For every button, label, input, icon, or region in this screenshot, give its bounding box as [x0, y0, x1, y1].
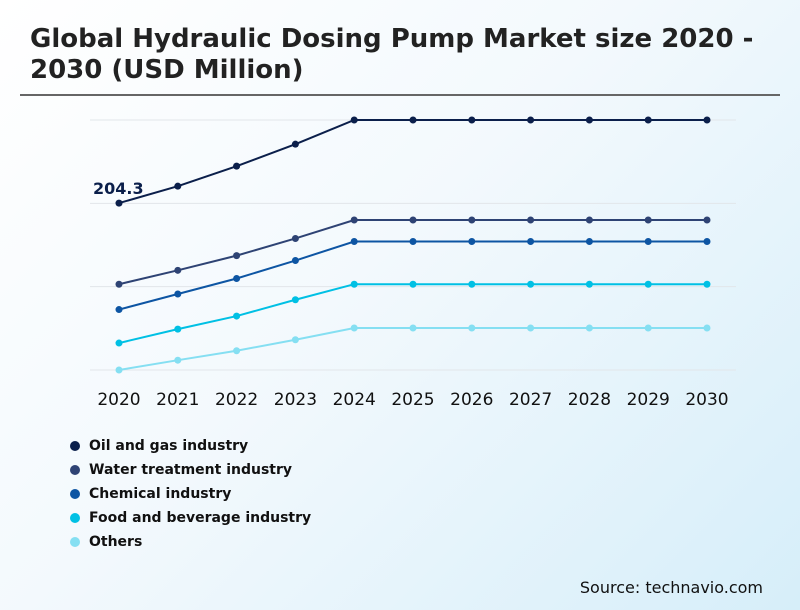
data-point: [703, 116, 711, 124]
data-point: [468, 237, 476, 245]
data-point: [409, 280, 417, 288]
data-point: [585, 324, 593, 332]
legend-label: Food and beverage industry: [89, 510, 312, 526]
data-point: [703, 237, 711, 245]
x-tick-label: 2028: [568, 390, 611, 410]
data-point: [350, 116, 358, 124]
series-line: [118, 283, 707, 345]
legend-label: Oil and gas industry: [89, 438, 249, 454]
data-point: [703, 216, 711, 224]
data-point: [409, 116, 417, 124]
data-point: [174, 182, 182, 190]
x-tick-label: 2026: [450, 390, 493, 410]
data-point: [174, 325, 182, 333]
data-point: [644, 324, 652, 332]
data-point: [233, 347, 241, 355]
x-tick-label: 2025: [391, 390, 434, 410]
legend-label: Chemical industry: [89, 486, 232, 502]
data-point: [703, 280, 711, 288]
data-point: [644, 280, 652, 288]
series-line: [118, 327, 707, 371]
data-point: [468, 216, 476, 224]
data-point: [468, 116, 476, 124]
series-line: [118, 240, 707, 311]
title-divider: [20, 94, 780, 96]
series-line: [118, 119, 707, 205]
legend-marker-icon: [70, 465, 80, 475]
x-tick-label: 2030: [685, 390, 728, 410]
data-point: [291, 257, 299, 265]
x-tick-label: 2022: [215, 390, 258, 410]
data-point: [644, 216, 652, 224]
data-point: [585, 237, 593, 245]
data-point: [644, 237, 652, 245]
data-point: [174, 356, 182, 364]
data-point: [115, 366, 123, 374]
legend: Oil and gas industry Water treatment indu…: [70, 434, 311, 554]
data-point: [350, 237, 358, 245]
x-tick-label: 2023: [274, 390, 317, 410]
data-point: [350, 280, 358, 288]
data-point: [585, 216, 593, 224]
data-point: [468, 280, 476, 288]
data-point: [291, 296, 299, 304]
legend-label: Others: [89, 534, 143, 550]
legend-item: Others: [70, 530, 311, 554]
data-point: [350, 324, 358, 332]
data-point: [115, 280, 123, 288]
data-point: [703, 324, 711, 332]
data-point: [291, 234, 299, 242]
data-point: [527, 237, 535, 245]
chart-title: Global Hydraulic Dosing Pump Market size…: [30, 24, 754, 85]
data-point: [174, 266, 182, 274]
legend-item: Water treatment industry: [70, 458, 311, 482]
legend-item: Chemical industry: [70, 482, 311, 506]
x-tick-label: 2024: [333, 390, 376, 410]
data-point: [233, 252, 241, 260]
data-label: 204.3: [93, 179, 144, 198]
source-credit: Source: technavio.com: [579, 578, 763, 597]
data-point: [115, 199, 123, 207]
data-point: [585, 116, 593, 124]
legend-marker-icon: [70, 537, 80, 547]
data-point: [527, 216, 535, 224]
data-point: [468, 324, 476, 332]
data-point: [233, 162, 241, 170]
x-tick-label: 2020: [97, 390, 140, 410]
line-chart: 2020 2021 2022 2023 2024 2025 2026 2027 2028 2029…: [90, 116, 736, 410]
data-point: [527, 324, 535, 332]
data-point: [409, 324, 417, 332]
legend-marker-icon: [70, 513, 80, 523]
x-tick-label: 2027: [509, 390, 552, 410]
x-tick-label: 2029: [627, 390, 670, 410]
legend-label: Water treatment industry: [89, 462, 293, 478]
data-point: [115, 339, 123, 347]
x-tick-label: 2021: [156, 390, 199, 410]
legend-marker-icon: [70, 441, 80, 451]
data-point: [409, 237, 417, 245]
data-point: [527, 116, 535, 124]
legend-item: Oil and gas industry: [70, 434, 311, 458]
data-point: [585, 280, 593, 288]
data-point: [291, 336, 299, 344]
data-point: [291, 140, 299, 148]
data-point: [644, 116, 652, 124]
data-point: [409, 216, 417, 224]
series-line: [118, 219, 707, 286]
data-point: [115, 306, 123, 314]
data-point: [350, 216, 358, 224]
legend-item: Food and beverage industry: [70, 506, 311, 530]
data-point: [233, 274, 241, 282]
legend-marker-icon: [70, 489, 80, 499]
data-point: [527, 280, 535, 288]
data-point: [174, 290, 182, 298]
data-point: [233, 312, 241, 320]
